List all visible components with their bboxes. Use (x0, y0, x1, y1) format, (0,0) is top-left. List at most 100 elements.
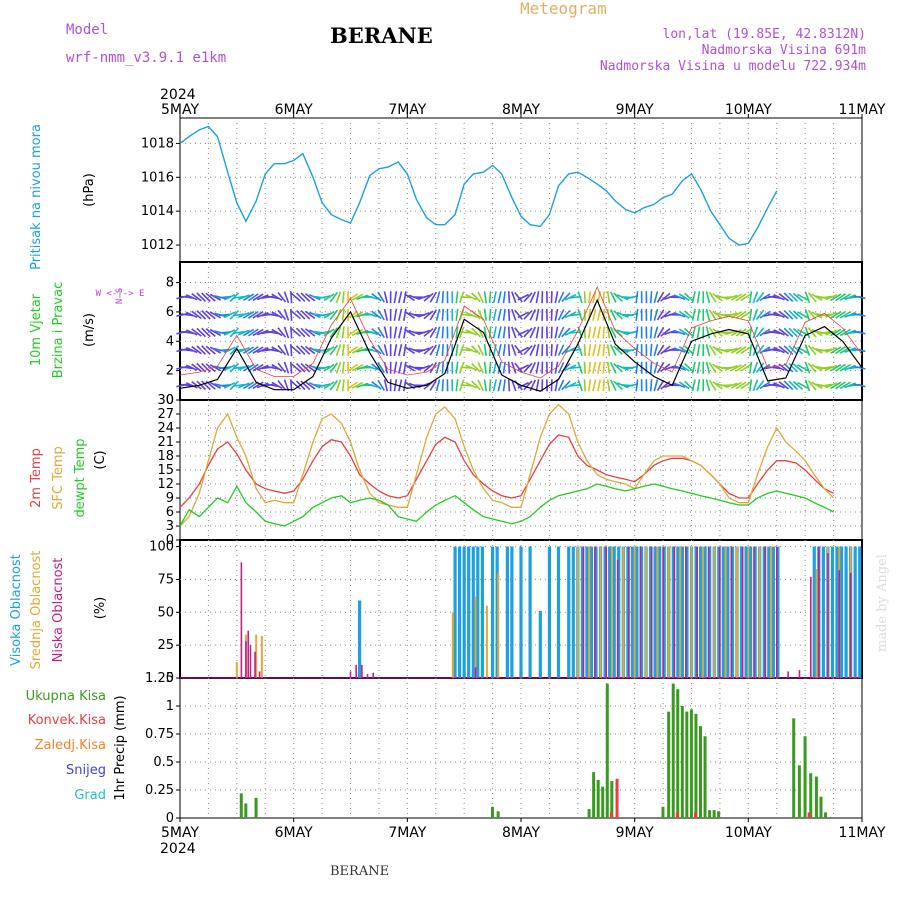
wind-arrow (535, 344, 540, 357)
wind-arrow (577, 344, 583, 357)
pressure-line (179, 125, 778, 246)
wind-arrow (514, 344, 523, 356)
cloud-bar-mid_cloud (576, 546, 579, 678)
cloud-bar-mid_cloud (724, 546, 727, 678)
wind-arrow (209, 346, 221, 354)
cloud-bar-low_cloud (366, 674, 369, 678)
wind-arrow (804, 291, 811, 304)
cloud-bar-mid_cloud (235, 662, 238, 678)
wind-arrow (660, 310, 671, 320)
wind-arrow (656, 379, 665, 391)
temp-ylabel-t2m: 2m Temp (29, 448, 44, 508)
wind-arrow (788, 327, 798, 338)
wind-arrow (290, 345, 302, 355)
wind-arrow (712, 310, 723, 320)
cloud-bar-low_cloud (707, 546, 710, 678)
wind-arrow (429, 379, 437, 391)
temp-line-dewpt (179, 483, 834, 527)
wind-arrow (517, 346, 529, 354)
wind-arrow (602, 379, 605, 392)
wind-arrow (696, 361, 701, 374)
x-tick-label-bottom: 7MAY (388, 825, 426, 841)
x-tick-label-top: 10MAY (725, 102, 772, 118)
cloud-bar-mid_cloud (645, 546, 648, 678)
wind-arrow (290, 326, 293, 339)
wind-arrow (691, 308, 696, 321)
wind-arrow (185, 364, 198, 371)
cloud-bar-low_cloud (787, 671, 789, 678)
wind-arrow (653, 344, 659, 357)
cloud-bar-high_cloud (571, 546, 575, 678)
temp-line-t2m (179, 434, 834, 508)
cloud-bar-low_cloud (249, 645, 252, 678)
wind-arrow (404, 328, 416, 337)
wind-arrow (768, 383, 781, 387)
cloud-bar-high_cloud (653, 546, 657, 678)
cloud-bar-low_cloud (685, 546, 687, 678)
cloud-bar-low_cloud (753, 546, 755, 678)
wind-arrow (811, 311, 823, 319)
wind-arrow (497, 291, 502, 304)
wind-arrow (318, 295, 331, 300)
wind-arrow (497, 379, 502, 392)
x-tick-label-top: 9MAY (616, 102, 654, 118)
wind-arrow (196, 310, 207, 320)
wind-arrow (656, 344, 665, 356)
wind-arrow (653, 361, 659, 374)
wind-arrow (365, 329, 378, 335)
wind-arrow (839, 293, 851, 301)
cloud-bar-high_cloud (685, 546, 689, 678)
wind-ylabel-1: 10m Vjetar (29, 293, 44, 366)
cloud-bar-high_cloud (821, 546, 825, 678)
wind-arrow (295, 345, 306, 355)
wind-arrow (792, 310, 804, 320)
wind-arrow (613, 380, 623, 391)
wind-arrow (277, 292, 287, 303)
wind-arrow (820, 366, 833, 370)
cloud-bar-high_cloud (589, 546, 594, 678)
wind-arrow (792, 380, 804, 390)
precip-legend-hail: Grad (74, 788, 106, 803)
wind-arrow (465, 346, 478, 354)
y-tick-label: 0.5 (153, 755, 174, 770)
wind-arrow (383, 379, 389, 392)
cloud-bar-high_cloud (776, 546, 780, 678)
wind-arrow (853, 312, 866, 317)
wind-arrow (511, 308, 517, 321)
wind-arrow (778, 292, 789, 302)
wind-arrow (441, 379, 444, 392)
cloud-bar-high_cloud (658, 546, 662, 678)
wind-arrow (730, 328, 742, 337)
wind-arrow (290, 308, 293, 321)
cloud-bar-high_cloud (495, 546, 499, 678)
wind-arrow (223, 346, 236, 354)
wind-arrow (735, 293, 747, 302)
x-tick-label-bottom: 11MAY (839, 825, 886, 841)
lonlat-label: lon,lat (19.85E, 42.8312N) (663, 27, 867, 42)
cloud-bar-high_cloud (708, 546, 712, 678)
cloud-bar-mid_cloud (667, 546, 670, 678)
precip-bar-total (601, 786, 605, 818)
cloud-bar-low_cloud (594, 546, 596, 678)
year-top: 2024 (160, 87, 196, 103)
wind-arrow (502, 379, 506, 392)
wind-arrow (577, 361, 583, 374)
wind-arrow (597, 326, 602, 339)
x-tick-label-bottom: 5MAY (161, 825, 199, 841)
cloud-bar-low_cloud (818, 546, 820, 678)
wind-arrow (696, 308, 701, 321)
wind-arrow (768, 330, 781, 335)
wind-arrow (708, 326, 717, 338)
wind-arrow (554, 291, 559, 304)
cloud-bar-mid_cloud (770, 546, 773, 678)
x-tick-label-top: 5MAY (161, 102, 199, 118)
wind-arrow (588, 361, 592, 374)
wind-arrow (725, 347, 738, 353)
wind-arrow (749, 291, 753, 304)
wind-arrow (755, 362, 765, 373)
wind-arrow (403, 361, 407, 374)
wind-arrow (271, 346, 283, 354)
wind-arrow (185, 294, 198, 301)
precip-bar-total (703, 736, 707, 818)
wind-arrow (830, 346, 842, 354)
